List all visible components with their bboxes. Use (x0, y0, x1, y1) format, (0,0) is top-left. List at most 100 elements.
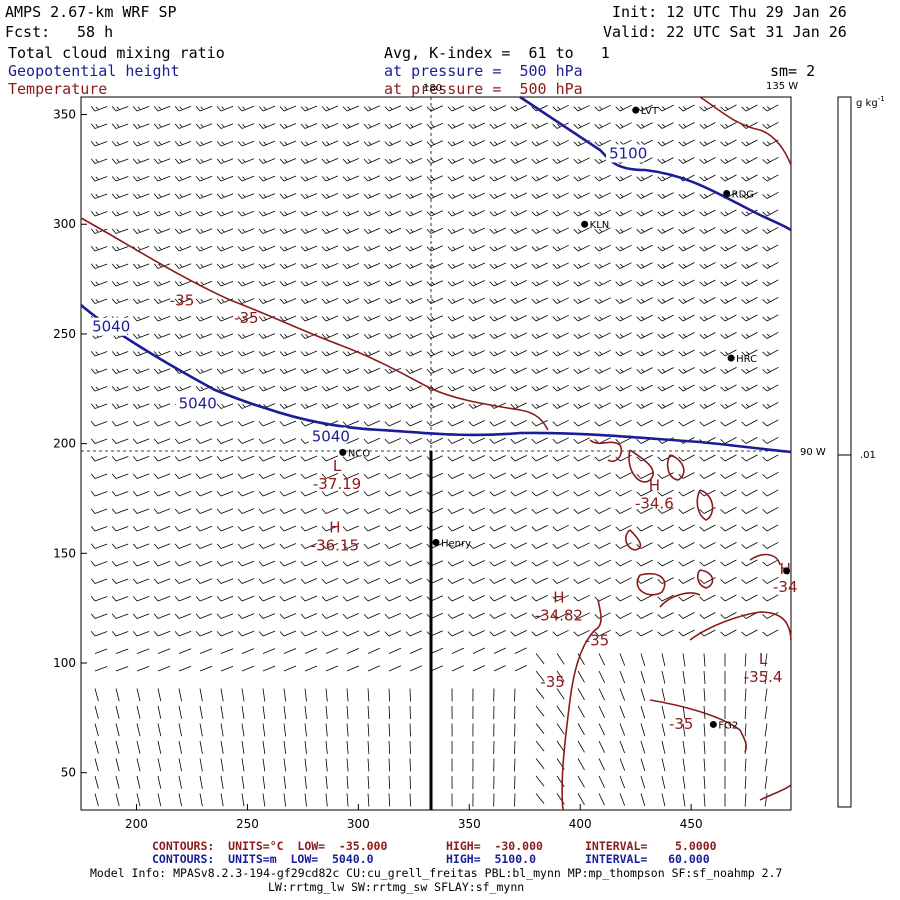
avg-k-index: Avg, K-index = 61 to 1 (384, 44, 610, 62)
extremum-kind: L (333, 457, 342, 475)
temp-contour-wave (589, 439, 623, 463)
height-contour-label: 5040 (179, 395, 217, 413)
y-tick-label-200: 200 (53, 437, 76, 451)
valid-time: Valid: 22 UTC Sat 31 Jan 26 (603, 23, 847, 41)
y-tick-label-350: 350 (53, 108, 76, 122)
pressure-height: at pressure = 500 hPa (384, 62, 583, 80)
station-label: HRC (736, 354, 757, 365)
colorbar-unit-base: g kg (856, 98, 878, 109)
temp-contour-southeast (649, 699, 747, 753)
station-marker (632, 106, 640, 114)
station-marker (783, 567, 791, 575)
colorbar (837, 96, 852, 808)
extremum-kind: H (649, 477, 660, 495)
model-info-physics: LW:rrtmg_lw SW:rrtmg_sw SFLAY:sf_mynn (268, 880, 525, 894)
lon-label-90w: 90 W (800, 447, 826, 458)
temp-contour-lobe-7 (749, 553, 781, 566)
y-tick-label-100: 100 (53, 656, 76, 670)
height-contour-label: 5040 (92, 318, 130, 336)
x-tick-label-250: 250 (236, 817, 259, 831)
height-contour-5040 (80, 304, 792, 454)
temp-contour-lobe-2 (666, 454, 685, 481)
y-tick-label-50: 50 (61, 766, 76, 780)
contour-labels: 5100504050405040-35-35-35-35-35L-37.19H-… (89, 144, 798, 733)
temp-contour-high: HIGH= -30.000 (446, 839, 543, 853)
height-label-bg (89, 317, 128, 336)
x-tick-label-450: 450 (680, 817, 703, 831)
station-label: Henry (441, 538, 471, 549)
temp-contour-lobe-5 (636, 573, 666, 596)
height-contour-5100 (519, 95, 792, 232)
station-marker (723, 190, 731, 198)
extremum-kind: H (329, 518, 340, 536)
wind-barbs (90, 104, 779, 807)
height-contours (80, 95, 792, 454)
temperature-contours (80, 96, 792, 811)
model-info: Model Info: MPASv8.2.3-194-gf29cd82c CU:… (90, 866, 783, 880)
forecast-label: Fcst: (5, 23, 51, 41)
x-tick-label-300: 300 (347, 817, 370, 831)
y-tick-label-300: 300 (53, 217, 76, 231)
stations: LVT RDG KLN HRC NCO Henry FG2 (339, 106, 791, 731)
init-time: Init: 12 UTC Thu 29 Jan 26 (612, 3, 847, 21)
temp-contour-interval: INTERVAL= 5.0000 (585, 839, 717, 853)
temperature-contour-label: -35 (585, 631, 610, 649)
x-tick-label-200: 200 (125, 817, 148, 831)
forecast-hour: 58 h (77, 23, 114, 41)
temp-contour-lobe-3 (696, 489, 714, 521)
temp-contour-lobe-4 (625, 529, 642, 551)
temp-contour-minus35-north (80, 217, 549, 431)
temperature-contour-label: -35 (669, 715, 694, 733)
temperature-contour-label: -35 (540, 673, 565, 691)
x-tick-label-400: 400 (569, 817, 592, 831)
lon-label-180: 180 (423, 83, 442, 94)
y-tick-label-150: 150 (53, 546, 76, 560)
colorbar-unit-exponent: -1 (878, 95, 885, 103)
temp-contour-corner (759, 784, 792, 801)
temp-contour-lobe-1 (628, 449, 654, 483)
height-contour-label: 5100 (609, 144, 647, 162)
lon-label-135w: 135 W (766, 81, 798, 92)
pressure-temperature: at pressure = 500 hPa (384, 80, 583, 98)
field-height: Geopotential height (8, 62, 180, 80)
temp-contour-lobe-6 (696, 569, 714, 589)
height-label-bg (606, 144, 645, 163)
station-label: FG2 (718, 720, 738, 731)
height-label-bg (308, 427, 347, 446)
extremum-value: -34.82 (535, 607, 583, 625)
temp-contour-northeast (699, 96, 792, 166)
field-cloud: Total cloud mixing ratio (8, 44, 225, 62)
model-title: AMPS 2.67-km WRF SP (5, 3, 177, 21)
station-label: KLN (590, 220, 610, 231)
height-contour-label: 5040 (312, 427, 350, 445)
height-label-bg (175, 394, 214, 413)
station-marker (727, 354, 735, 362)
station-marker (432, 538, 440, 546)
station-marker (581, 220, 589, 228)
extremum-value: -36.15 (311, 536, 359, 554)
smoothing: sm= 2 (770, 62, 816, 80)
station-marker (339, 448, 347, 456)
extremum-value: -34 (773, 578, 798, 596)
temp-contour-east (689, 611, 792, 641)
extremum-value: -34.6 (635, 495, 674, 513)
extremum-value: -35.4 (744, 668, 783, 686)
extremum-kind: L (759, 650, 768, 668)
x-tick-label-350: 350 (458, 817, 481, 831)
wind-barb-field (90, 104, 779, 807)
colorbar-unit: g kg-1 (856, 95, 885, 109)
station-label: NCO (348, 448, 370, 459)
temperature-contour-label: -35 (234, 309, 259, 327)
plot-frame (80, 96, 792, 811)
extremum-kind: H (553, 589, 564, 607)
station-label: LVT (641, 106, 659, 117)
height-contour-interval: INTERVAL= 60.000 (585, 852, 710, 866)
temp-contour-arc (659, 592, 701, 608)
station-label: RDG (732, 190, 754, 201)
colorbar-value: .01 (860, 450, 876, 461)
temp-contour-info: CONTOURS: UNITS=°C LOW= -35.000 (152, 839, 388, 853)
temperature-contour-label: -35 (170, 291, 195, 309)
extremum-value: -37.19 (313, 475, 361, 493)
temp-contour-south (561, 599, 602, 811)
